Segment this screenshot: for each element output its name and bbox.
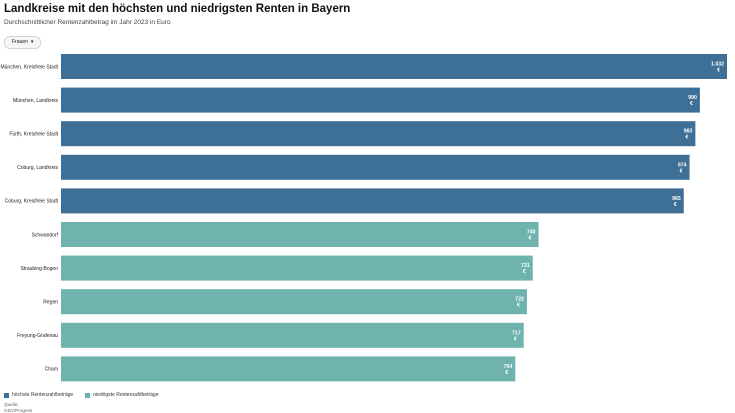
legend-item-low: niedrigste Rentenzahlbeträge [85, 392, 158, 398]
value-unit-label: € [514, 336, 517, 342]
chart-subtitle: Durchschnittlicher Rentenzahlbetrag im J… [4, 19, 171, 26]
value-unit-label: € [717, 68, 720, 74]
value-label: 717 [512, 330, 521, 336]
value-unit-label: € [517, 303, 520, 309]
source-label: Quelle: [4, 402, 19, 407]
bar-6[interactable] [61, 222, 539, 247]
bar-3[interactable] [61, 121, 696, 147]
value-unit-label: € [690, 101, 693, 107]
category-label: Schwandorf [32, 232, 59, 238]
bar-chart: München, Kreisfreie Stadt 1.032€München, … [0, 54, 727, 382]
filter-label: Frauen [12, 39, 28, 45]
bar-10[interactable] [61, 356, 516, 382]
category-label: München, Landkreis [13, 98, 59, 104]
value-label: 740 [527, 230, 536, 236]
bar-7[interactable] [61, 255, 533, 281]
legend-swatch-low [85, 392, 91, 398]
value-unit-label: € [523, 269, 526, 275]
category-label: Coburg, Kreisfreie Stadt [5, 199, 59, 205]
source-text: GDV/Prognos [4, 407, 33, 413]
legend-label-high: höchste Rentenzahlbeträge [12, 392, 74, 398]
value-unit-label: € [529, 236, 532, 242]
bar-1[interactable] [61, 54, 727, 79]
value-unit-label: € [680, 168, 683, 174]
source-note: Quelle: GDV/Prognos [4, 402, 32, 413]
chart-title: Landkreise mit den höchsten und niedrigs… [4, 3, 351, 15]
legend-swatch-high [4, 392, 9, 398]
value-label: 704 [504, 364, 513, 370]
category-label: Coburg, Landkreis [17, 165, 58, 171]
bar-9[interactable] [61, 322, 524, 348]
legend-item-high: höchste Rentenzahlbeträge [4, 392, 73, 398]
category-label: Fürth, Kreisfreie Stadt [9, 132, 58, 138]
category-label: Cham [45, 367, 58, 373]
chevron-down-icon: ▾ [30, 39, 34, 45]
category-label: Freyung-Grafenau [17, 333, 58, 339]
value-unit-label: € [674, 202, 677, 208]
value-unit-label: € [505, 370, 508, 376]
bar-8[interactable] [61, 289, 527, 315]
bar-4[interactable] [61, 154, 690, 180]
value-label: 1.032 [711, 62, 724, 68]
value-label: 983 [684, 129, 693, 135]
category-label: Straubing-Bogen [20, 266, 58, 272]
bar-5[interactable] [61, 188, 684, 214]
category-label: München, Kreisfreie Stadt [0, 64, 58, 70]
value-label: 731 [521, 263, 530, 269]
category-label: Regen [43, 300, 58, 306]
value-label: 990 [688, 95, 697, 101]
value-label: 974 [678, 162, 687, 168]
gender-filter-dropdown[interactable]: Frauen ▾ [4, 36, 42, 49]
bar-2[interactable] [61, 87, 700, 113]
value-label: 722 [515, 297, 524, 303]
chart-legend: höchste Rentenzahlbeträge niedrigste Ren… [4, 392, 158, 398]
legend-label-low: niedrigste Rentenzahlbeträge [93, 392, 159, 398]
value-label: 965 [672, 196, 681, 202]
value-unit-label: € [685, 135, 688, 141]
